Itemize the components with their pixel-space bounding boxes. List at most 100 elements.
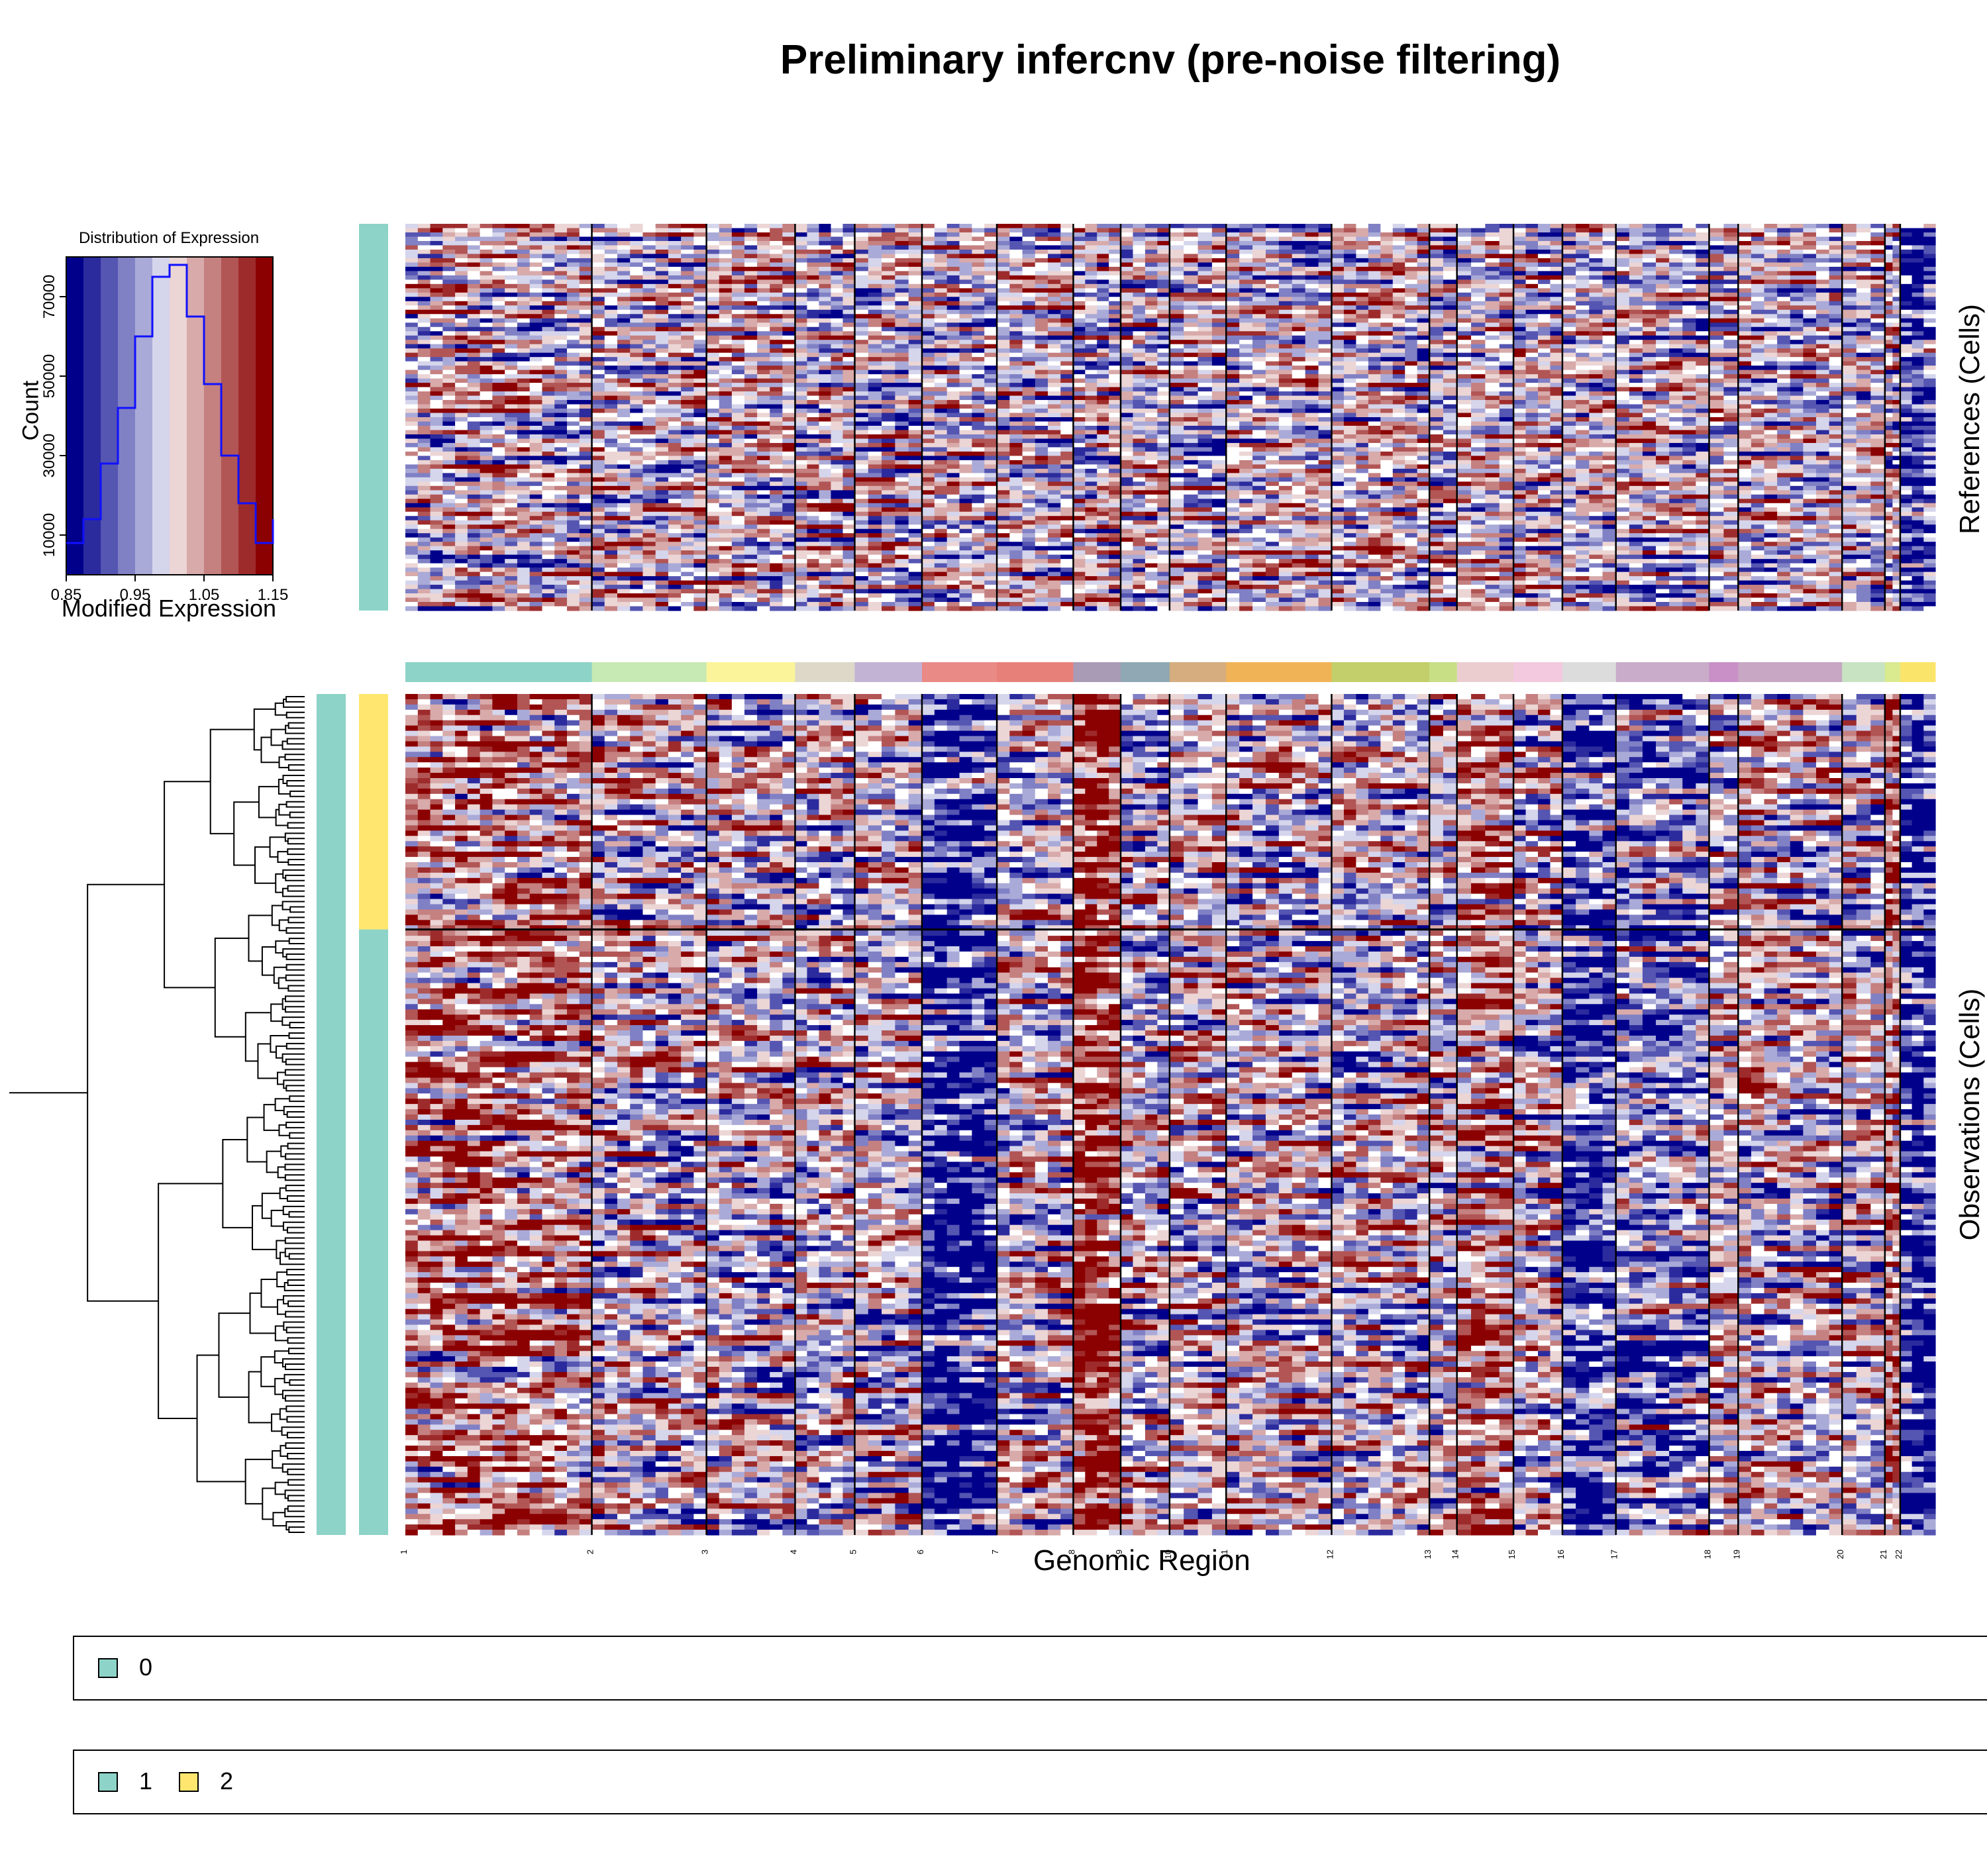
ref-cell-chr1 [405,499,419,504]
ref-cell-chr2 [668,559,682,564]
ref-cell-chr5 [908,606,923,611]
ref-cell-chr7 [1009,559,1023,564]
ref-cell-chr1 [455,430,468,435]
ref-cell-chr7 [997,254,1010,259]
ref-cell-chr7 [1022,240,1036,246]
ref-cell-chr2 [604,361,618,366]
ref-cell-chr2 [630,357,644,362]
ref-cell-chr3 [719,490,733,495]
ref-cell-chr1 [467,417,481,422]
ref-cell-chr4 [807,494,820,499]
ref-cell-chr2 [668,271,682,276]
ref-cell-chr1 [529,383,543,388]
ref-cell-chr5 [882,516,895,521]
ref-cell-chr4 [807,585,820,590]
ref-cell-chr4 [795,559,808,564]
ref-cell-chr5 [868,511,882,517]
ref-cell-chr6 [922,357,935,362]
ref-cell-chr4 [819,563,832,568]
ref-cell-chr3 [744,468,758,473]
ref-cell-chr1 [567,322,580,328]
ref-cell-chr1 [505,232,518,238]
ref-cell-chr2 [693,340,707,345]
ref-cell-chr3 [757,481,770,487]
ref-cell-chr5 [895,413,909,418]
ref-cell-chr2 [693,352,707,358]
ref-cell-chr6 [946,279,960,285]
ref-cell-chr4 [807,258,820,263]
ref-cell-chr3 [757,224,770,229]
ref-cell-chr2 [642,554,656,560]
ref-cell-chr6 [934,258,948,263]
ref-cell-chr1 [455,245,468,250]
ref-cell-chr3 [706,395,720,401]
ref-cell-chr6 [972,374,985,379]
ref-cell-chr1 [517,438,531,444]
ref-cell-chr6 [984,576,997,581]
ref-cell-chr2 [642,409,656,414]
ref-cell-chr1 [505,262,518,268]
ref-cell-chr2 [655,542,669,547]
ref-cell-chr3 [719,516,733,521]
ref-cell-chr1 [467,597,481,603]
ref-cell-chr2 [591,409,605,414]
ref-cell-chr1 [467,357,481,362]
ref-cell-chr2 [693,305,707,311]
ref-cell-chr7 [1022,460,1036,465]
ref-cell-chr1 [529,434,543,440]
ref-cell-chr1 [567,318,580,323]
ref-cell-chr7 [1022,524,1036,530]
ref-cell-chr2 [668,537,682,542]
ref-cell-chr4 [807,288,820,293]
ref-cell-chr1 [455,511,468,517]
ref-cell-chr1 [442,340,456,345]
ref-cell-chr1 [492,387,505,392]
ref-cell-chr2 [630,374,644,379]
ref-cell-chr6 [934,340,948,345]
ref-cell-chr6 [922,383,935,388]
ref-cell-chr1 [529,597,543,603]
ref-cell-chr1 [430,546,443,551]
ref-cell-chr1 [405,528,419,534]
ref-cell-chr8 [1097,262,1109,268]
ref-cell-chr1 [417,409,431,414]
ref-cell-chr1 [442,524,456,530]
ref-cell-chr2 [693,606,707,611]
ref-cell-chr1 [455,442,468,448]
ref-cell-chr1 [554,361,568,366]
ref-cell-chr6 [984,485,997,491]
ref-cell-chr3 [731,297,745,302]
ref-cell-chr2 [617,528,631,534]
ref-cell-chr1 [455,404,468,409]
ref-cell-chr1 [517,580,531,585]
ref-cell-chr4 [831,537,844,542]
ref-cell-chr1 [417,520,431,525]
ref-cell-chr6 [934,301,948,306]
ref-cell-chr1 [430,438,443,444]
ref-cell-chr4 [795,421,808,426]
ref-cell-chr3 [706,275,720,280]
ref-cell-chr1 [417,348,431,354]
ref-cell-chr2 [642,524,656,530]
ref-cell-chr1 [567,262,580,268]
ref-cell-chr6 [946,283,960,289]
ref-cell-chr1 [505,361,518,366]
ref-cell-chr5 [908,240,923,246]
ref-cell-chr2 [681,301,694,306]
ref-cell-chr1 [505,344,518,349]
ref-cell-chr1 [529,460,543,465]
ref-cell-chr2 [642,593,656,599]
ref-cell-chr8 [1097,232,1109,238]
ref-cell-chr1 [442,464,456,469]
ref-cell-chr6 [946,503,960,508]
ref-cell-chr1 [492,348,505,354]
ref-cell-chr3 [757,430,770,435]
ref-cell-chr4 [819,335,832,340]
ref-cell-chr6 [959,451,972,456]
ref-cell-chr5 [882,357,895,362]
ref-cell-chr8 [1085,400,1097,405]
ref-cell-chr1 [554,485,568,491]
ref-cell-chr2 [617,546,631,551]
ref-cell-chr1 [505,602,518,607]
ref-cell-chr6 [972,563,985,568]
